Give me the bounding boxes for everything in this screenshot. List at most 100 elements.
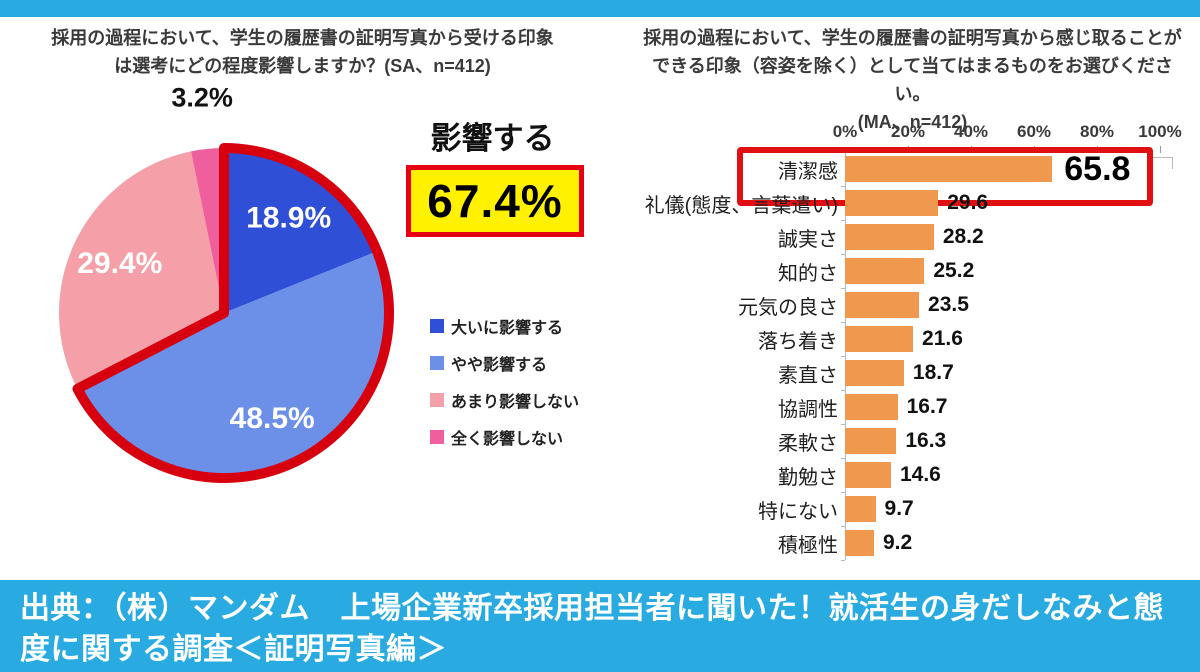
bar-row-10: 特にない 9.7 [622,492,1200,526]
bar-row-11: 積極性 9.2 [622,526,1200,560]
impact-value-text: 67.4% [427,175,563,227]
bar-6 [845,360,904,386]
top-accent-strip [0,0,1200,17]
bar-9 [845,462,891,488]
bar-title-line-3: (MA、n=412) [857,111,968,132]
legend-item-0: 大いに影響する [430,307,579,344]
bar-10 [845,496,876,522]
bar-value-1: 29.6 [947,191,989,214]
y-axis-tick-12 [841,560,845,561]
bar-category-label-5: 落ち着き [758,330,838,353]
bar-row-1: 礼儀(態度、言葉遣い) 29.6 [622,186,1200,220]
legend-label-2: あまり影響しない [451,393,580,411]
bar-category-label-11: 積極性 [778,534,838,557]
legend-item-3: 全く影響しない [430,418,579,455]
plot-corner-right [1172,157,1173,169]
bar-value-9: 14.6 [899,463,941,486]
pie-title-line-1: 採用の過程において、学生の履歴書の証明写真から受ける印象 [51,28,554,48]
bar-category-label-3: 知的さ [778,262,838,285]
bar-title-line-1: 採用の過程において、学生の履歴書の証明写真から感じ取ることが [643,28,1182,48]
pie-chart-title: 採用の過程において、学生の履歴書の証明写真から受ける印象 は選考にどの程度影響し… [30,25,575,81]
y-axis-tick-2 [841,220,845,221]
bar-value-0: 65.8 [1064,149,1131,188]
bar-category-label-4: 元気の良さ [738,296,838,319]
y-axis-tick-7 [841,390,845,391]
bar-chart-rows: 清潔感 65.8 礼儀(態度、言葉遣い) 29.6 誠実さ 28.2 知的さ 25.2 元気の良… [622,147,1200,560]
y-axis-tick-11 [841,526,845,527]
bar-2 [845,224,934,250]
x-axis-label-3: 60% [1016,122,1052,141]
top-answer-highlight-box [737,147,1153,206]
legend-swatch-2 [430,392,444,407]
bar-11 [845,530,874,556]
y-axis-tick-6 [841,356,845,357]
pie-legend: 大いに影響する やや影響するあまり影響しない 全く影響しない [430,307,579,455]
source-banner: 出典：（株）マンダム 上場企業新卒採用担当者に聞いた！就活生の身だしなみと態度に… [0,580,1200,672]
y-axis-tick-1 [841,186,845,187]
bar-value-2: 28.2 [942,225,984,248]
legend-item-1: やや影響する [430,344,579,381]
bar-row-6: 素直さ 18.7 [622,356,1200,390]
bar-value-3: 25.2 [933,259,975,282]
legend-swatch-1 [430,355,444,370]
bar-title-line-2: できる印象（容姿を除く）として当てはまるものをお選びください。 [652,55,1173,104]
bar-value-7: 16.7 [906,395,948,418]
bar-category-label-9: 勤勉さ [778,466,838,489]
bar-chart-panel: 採用の過程において、学生の履歴書の証明写真から感じ取ることが できる印象（容姿を… [622,17,1200,580]
highlight-outline [72,143,394,483]
x-axis-tick-5 [1160,146,1161,153]
pie-slice-0 [224,148,378,313]
plot-corner-top [1148,157,1172,158]
bar-row-0: 清潔感 65.8 [622,149,1200,188]
pie-slice-1 [77,251,389,478]
bar-row-7: 協調性 16.7 [622,390,1200,424]
legend-item-2: あまり影響しない [430,381,579,418]
bar-row-3: 知的さ 25.2 [622,254,1200,288]
pie-slice-label-0: 18.9% [246,201,331,234]
bar-chart-axis: 0% 20% 40% 60% 80% 100% [622,17,1200,580]
bar-value-6: 18.7 [912,361,954,384]
bar-value-11: 9.2 [882,531,913,554]
y-axis-tick-5 [841,322,845,323]
pie-slice-3 [191,148,224,313]
bar-category-label-10: 特にない [758,500,838,523]
bar-1 [845,190,939,216]
legend-swatch-0 [430,318,444,333]
bar-value-5: 21.6 [922,327,963,350]
bar-chart-title: 採用の過程において、学生の履歴書の証明写真から感じ取ることが できる印象（容姿を… [640,25,1185,137]
y-axis-tick-8 [841,424,845,425]
bar-value-10: 9.7 [884,497,914,520]
y-axis-line [845,152,846,560]
y-axis-tick-4 [841,288,845,289]
bar-category-label-2: 誠実さ [778,228,838,251]
bar-3 [845,258,925,284]
bar-row-4: 元気の良さ 23.5 [622,288,1200,322]
pie-title-line-2: は選考にどの程度影響しますか？(SA、n=412) [114,55,491,76]
impact-value-box: 67.4% [406,165,584,237]
pie-chart-panel: 採用の過程において、学生の履歴書の証明写真から受ける印象 は選考にどの程度影響し… [0,17,622,580]
bar-category-label-7: 協調性 [778,398,838,421]
bar-row-8: 柔軟さ 16.3 [622,424,1200,458]
pie-slice-label-2: 29.4% [77,247,162,280]
source-banner-text: 出典：（株）マンダム 上場企業新卒採用担当者に聞いた！就活生の身だしなみと態度に… [20,592,1164,666]
x-axis-label-4: 80% [1079,122,1115,141]
pie-chart: 18.9% 48.5% 29.4% 3.2% [58,82,394,483]
legend-label-1: やや影響する [451,356,548,374]
bar-row-5: 落ち着き 21.6 [622,322,1200,356]
impact-callout-label: 影響する [430,121,555,156]
legend-label-3: 全く影響しない [451,430,564,448]
bar-5 [845,326,914,352]
x-axis-label-0: 0% [832,122,858,141]
pie-slice-label-3: 3.2% [171,82,233,112]
bar-8 [845,428,897,454]
bar-4 [845,292,920,318]
pie-slice-label-1: 48.5% [230,402,315,435]
bar-row-9: 勤勉さ 14.6 [622,458,1200,492]
legend-label-0: 大いに影響する [451,319,564,337]
bar-0 [845,156,1053,182]
bar-7 [845,394,898,420]
y-axis-tick-10 [841,492,845,493]
x-axis-label-5: 100% [1138,122,1182,141]
bar-category-label-1: 礼儀(態度、言葉遣い) [644,194,838,217]
